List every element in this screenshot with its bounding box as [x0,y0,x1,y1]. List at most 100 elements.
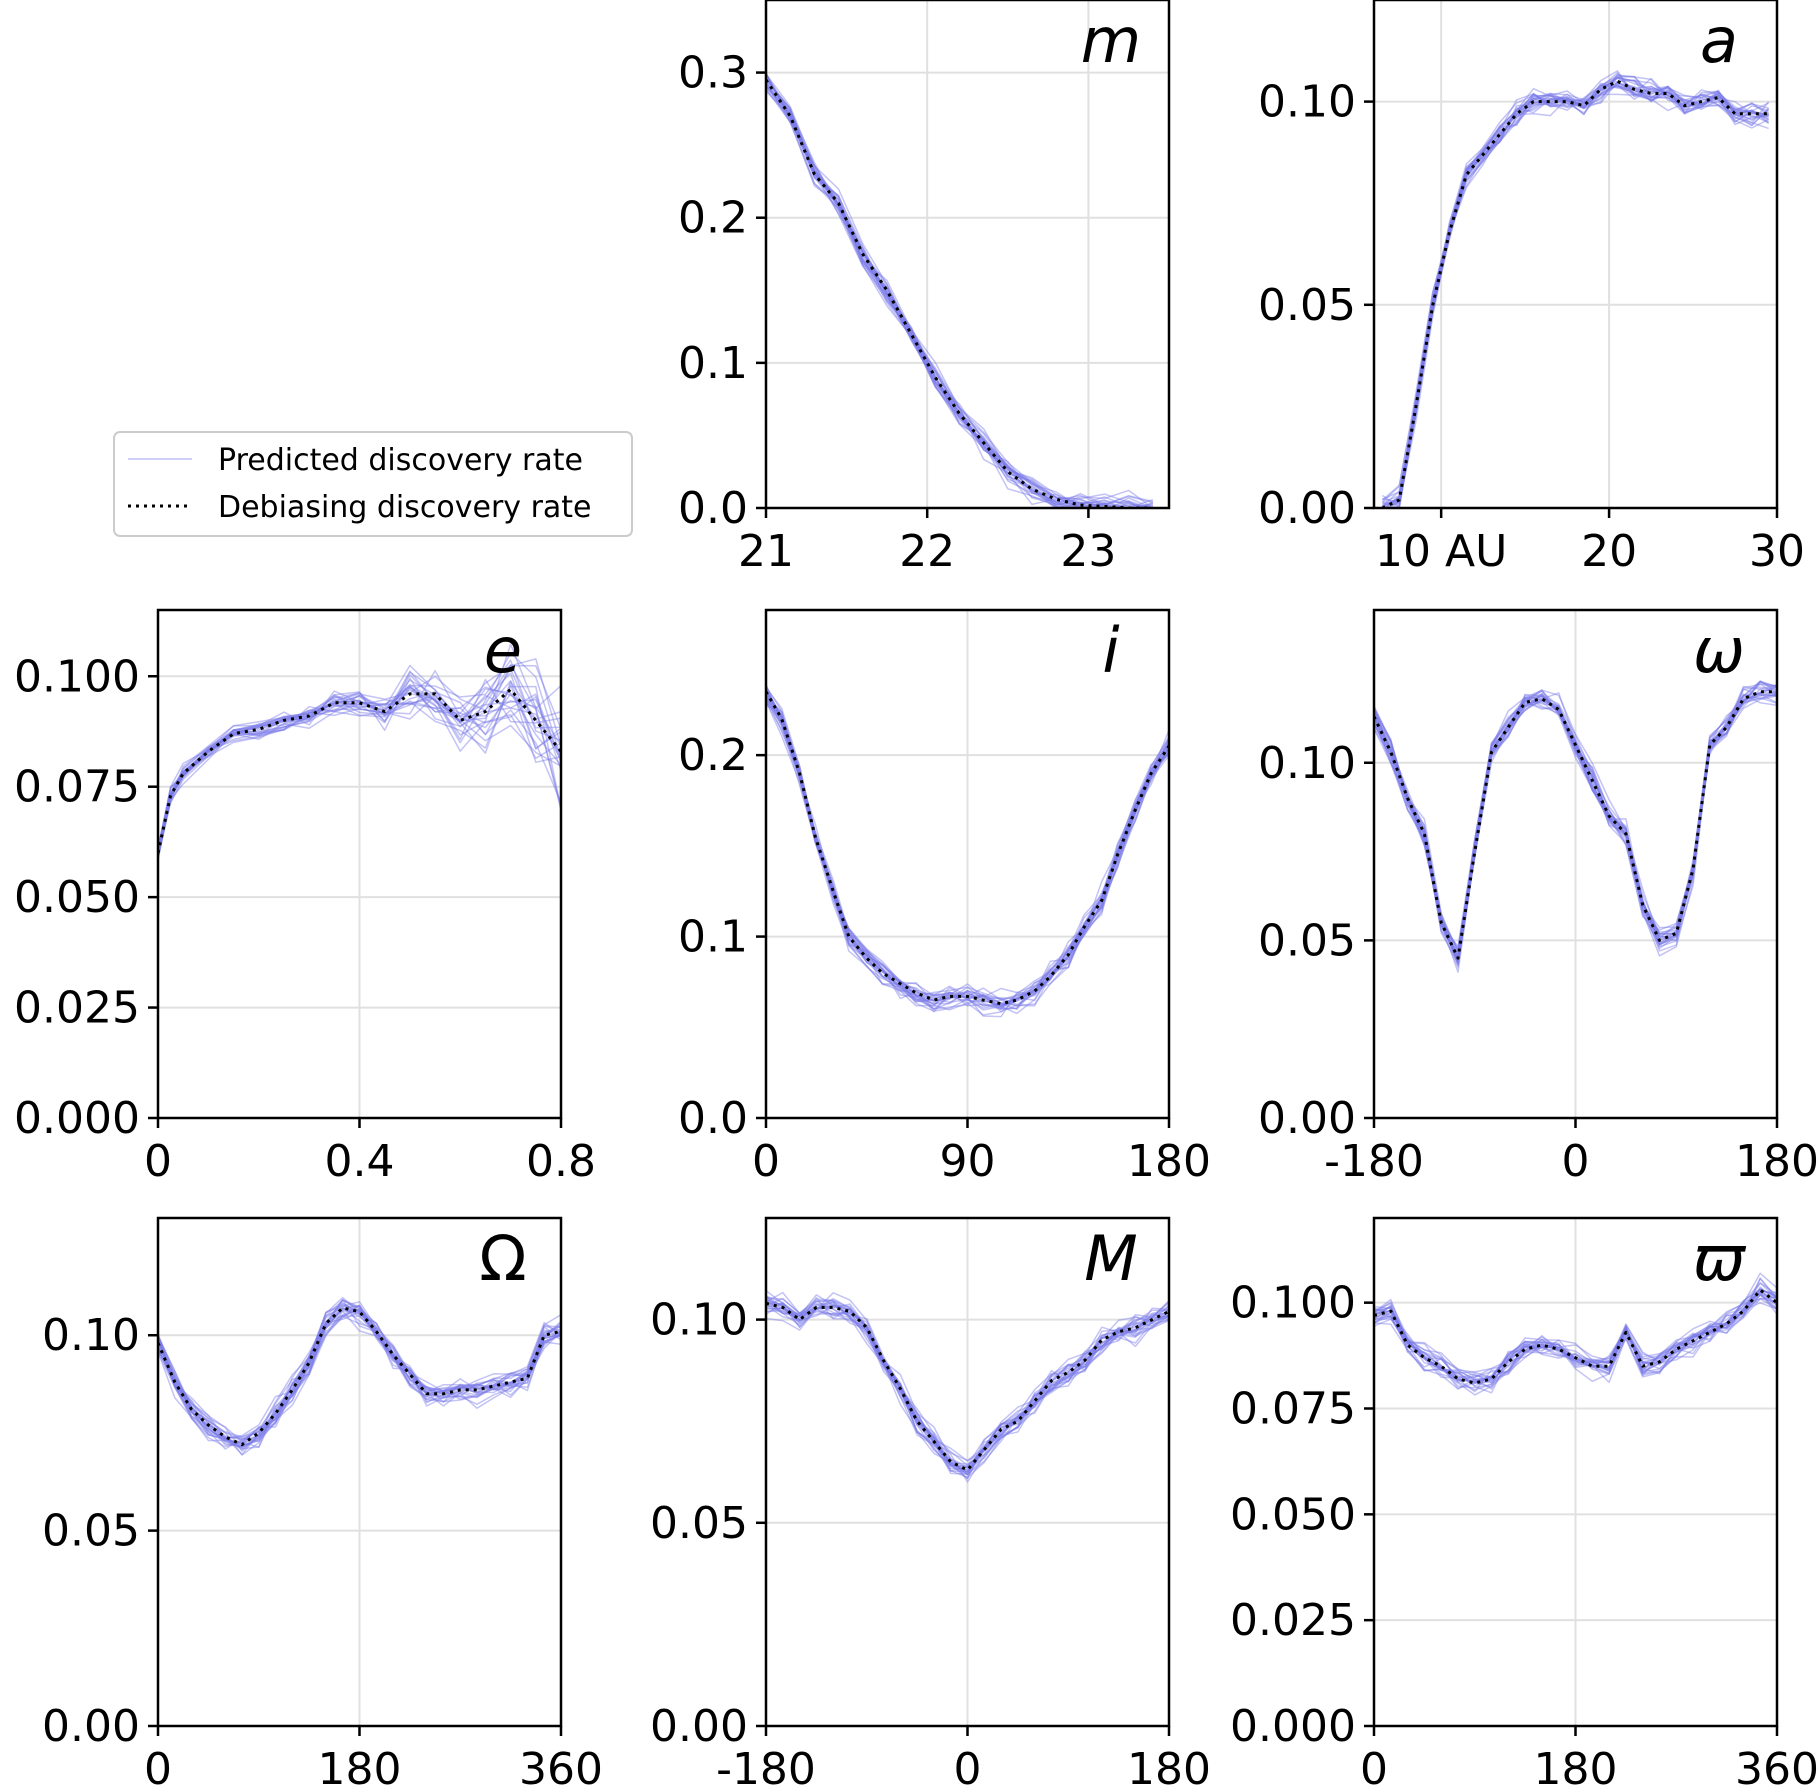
xtick-label-M-2: 180 [1127,1744,1211,1785]
predicted-curve-m-18 [766,88,1106,508]
panel-label-M: M [1084,1222,1138,1295]
predicted-curve-M-14 [766,1296,1169,1471]
predicted-curve-m-4 [766,80,1089,508]
predicted-curve-varpi-7 [1374,1293,1777,1396]
ytick-label-omega-2: 0.10 [1258,738,1356,789]
legend: Predicted discovery rate Debiasing disco… [113,431,633,537]
predicted-curve-Omega-5 [158,1299,561,1446]
predicted-curve-Omega-6 [158,1308,561,1444]
predicted-curve-M-22 [766,1305,1169,1474]
predicted-curve-varpi-8 [1374,1302,1777,1383]
xtick-label-e-1: 0.4 [325,1136,395,1187]
predicted-curve-a-9 [1382,74,1769,503]
panel-Omega: 0 180 360 0.00 0.05 0.10 Ω [42,1216,603,1785]
debiasing-curve-m [766,78,1153,508]
predicted-curve-M-2 [766,1295,1169,1479]
xtick-label-varpi-0: 0 [1360,1744,1388,1785]
predicted-curve-e-12 [158,685,561,856]
predicted-curve-Omega-10 [158,1311,561,1448]
predicted-curve-M-10 [766,1304,1169,1476]
xtick-label-i-0: 0 [752,1136,780,1187]
predicted-curve-Omega-11 [158,1299,561,1452]
panel-m: 21 22 23 0.0 0.1 0.2 0.3 m [678,0,1171,577]
predicted-curve-m-16 [766,79,1145,508]
predicted-curve-m-11 [766,76,1154,508]
predicted-curve-M-12 [766,1299,1169,1473]
predicted-curve-e-2 [158,686,561,857]
predicted-curve-a-7 [1382,73,1769,508]
predicted-curve-varpi-2 [1374,1277,1777,1383]
predicted-curve-i-10 [766,694,1169,1016]
predicted-curve-m-14 [766,73,1154,508]
predicted-curve-a-6 [1382,83,1770,505]
predicted-curve-i-1 [766,688,1169,998]
xtick-label-a-0: 10 AU [1375,526,1507,577]
ytick-label-omega-1: 0.05 [1258,915,1356,966]
ytick-label-e-2: 0.050 [14,872,140,923]
xtick-label-Omega-2: 360 [519,1744,603,1785]
xtick-label-a-2: 30 [1749,526,1805,577]
xtick-label-Omega-1: 180 [318,1744,402,1785]
ytick-label-i-1: 0.1 [678,912,748,963]
debiasing-curve-omega [1374,690,1777,960]
predicted-curve-e-20 [158,677,561,851]
predicted-curve-Omega-16 [158,1315,561,1448]
ytick-label-varpi-1: 0.025 [1230,1595,1356,1646]
predicted-curve-m-19 [766,77,1153,508]
predicted-curve-varpi-11 [1374,1288,1777,1381]
predicted-curve-omega-0 [1374,685,1777,962]
ytick-label-m-0: 0.0 [678,483,748,534]
predicted-curve-M-16 [766,1303,1169,1473]
predicted-curve-M-21 [766,1301,1169,1476]
predicted-curve-M-1 [766,1300,1169,1483]
legend-label-debiasing: Debiasing discovery rate [218,490,592,525]
xtick-label-e-0: 0 [144,1136,172,1187]
predicted-curve-a-2 [1388,85,1770,508]
ytick-label-varpi-3: 0.075 [1230,1384,1356,1435]
predicted-curve-i-2 [766,701,1169,1008]
ytick-label-a-2: 0.10 [1258,77,1356,128]
ytick-label-m-2: 0.2 [678,193,748,244]
predicted-curve-a-23 [1381,76,1769,508]
predicted-curve-Omega-17 [158,1309,561,1448]
predicted-curve-M-0 [766,1297,1169,1473]
predicted-curve-e-19 [158,694,561,856]
predicted-curve-e-13 [158,652,561,850]
predicted-curve-M-4 [766,1291,1169,1475]
panel-M: -180 0 180 0.00 0.05 0.10 M [650,1216,1211,1785]
ytick-label-a-1: 0.05 [1258,280,1356,331]
predicted-curve-m-5 [766,78,1154,506]
predicted-curve-Omega-8 [158,1296,561,1440]
plot-area-omega [1374,680,1777,973]
axes-frame-m [764,0,1171,510]
ytick-label-i-0: 0.0 [678,1093,748,1144]
panels: 21 22 230.00.10.20.3 m10 AU 20 300.000.050.10… [14,0,1819,1785]
ytick-label-Omega-0: 0.00 [42,1701,140,1752]
predicted-curve-m-10 [766,82,1144,508]
predicted-curve-i-12 [766,703,1169,1010]
predicted-curve-omega-10 [1374,684,1777,954]
predicted-curve-omega-8 [1374,686,1777,948]
predicted-curve-m-8 [766,73,1151,508]
predicted-curve-Omega-23 [158,1305,561,1448]
predicted-curve-m-22 [766,90,1095,508]
panel-e: 0 0.4 0.8 0.000 0.025 0.050 0.075 0.100 e [14,608,596,1187]
ytick-label-varpi-0: 0.000 [1230,1701,1356,1752]
legend-box [113,431,633,537]
xtick-label-M-0: -180 [716,1744,816,1785]
predicted-curve-e-14 [158,675,561,855]
predicted-curve-a-10 [1382,77,1770,504]
predicted-curve-Omega-2 [158,1304,561,1446]
debiasing-curve-varpi [1374,1288,1777,1385]
xtick-label-Omega-0: 0 [144,1744,172,1785]
plot-area-varpi [1374,1272,1777,1396]
predicted-curve-Omega-18 [158,1310,561,1447]
predicted-curve-varpi-23 [1374,1272,1777,1378]
ytick-label-M-2: 0.10 [650,1295,748,1346]
predicted-curve-a-5 [1393,81,1769,508]
predicted-curve-Omega-15 [158,1304,561,1450]
predicted-curve-M-19 [766,1297,1169,1462]
predicted-curve-Omega-7 [158,1299,561,1439]
xtick-label-omega-2: 180 [1735,1136,1819,1187]
predicted-curve-a-22 [1393,84,1769,508]
